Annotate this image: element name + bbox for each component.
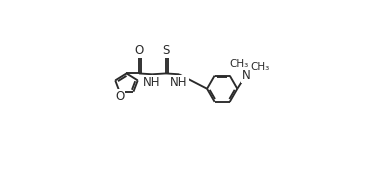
Text: CH₃: CH₃ — [229, 59, 249, 69]
Text: N: N — [242, 69, 251, 82]
Text: NH: NH — [170, 76, 188, 89]
Text: O: O — [135, 44, 144, 57]
Text: S: S — [162, 44, 170, 57]
Text: NH: NH — [143, 76, 161, 89]
Text: CH₃: CH₃ — [250, 62, 270, 72]
Text: O: O — [115, 90, 124, 103]
